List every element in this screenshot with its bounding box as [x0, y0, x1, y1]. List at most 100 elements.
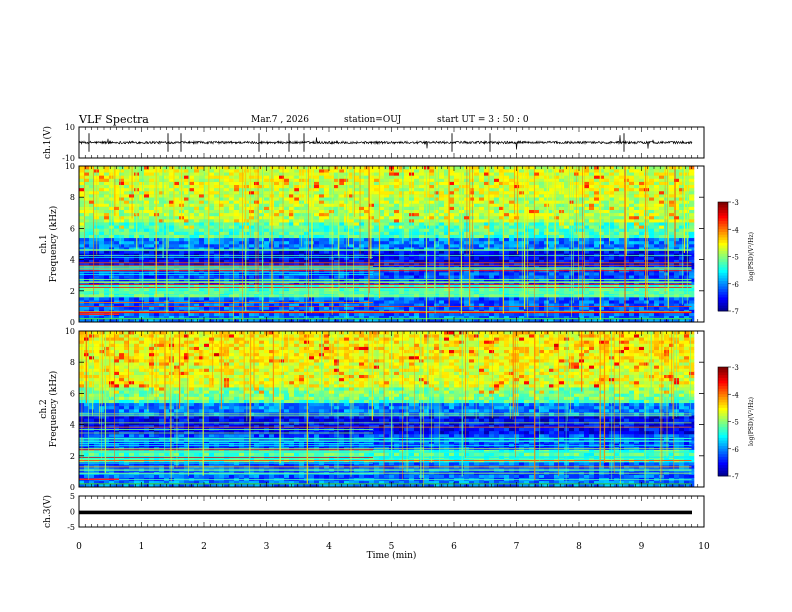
sp1-cell	[489, 275, 495, 279]
sp1-cell	[79, 253, 85, 257]
sp1-cell	[259, 253, 265, 257]
sp1-cell	[559, 290, 565, 295]
sp1-cell	[654, 222, 660, 226]
sp1-cell	[654, 203, 660, 207]
sp1-cell	[89, 281, 95, 285]
sp1-cell	[439, 231, 445, 235]
sp1-cell	[444, 244, 450, 248]
sp1-cell	[659, 244, 665, 248]
sp1-cell	[329, 306, 335, 310]
sp1-cell	[399, 290, 405, 295]
sp1-cell	[124, 312, 130, 317]
sp1-cell	[659, 240, 665, 245]
sp1-cell	[549, 247, 555, 251]
sp1-cell	[254, 206, 260, 210]
sp1-cell	[539, 297, 545, 301]
sp1-cell	[564, 222, 570, 226]
sp1-cell	[219, 240, 225, 245]
sp1-cell	[279, 225, 285, 229]
sp1-cell	[369, 225, 375, 229]
sp1-cell	[594, 312, 600, 317]
sp1-cell	[374, 318, 380, 323]
sp1-cell	[689, 297, 695, 301]
sp1-cell	[379, 200, 385, 204]
sp1-cell	[559, 300, 565, 304]
sp1-cell	[419, 253, 425, 257]
sp1-cell	[369, 219, 375, 223]
sp1-cell	[644, 209, 650, 214]
sp1-cell	[614, 206, 620, 210]
sp1-cell	[404, 219, 410, 223]
sp1-cell	[194, 272, 200, 276]
sp1-cell	[404, 303, 410, 307]
sp1-cell	[559, 237, 565, 242]
sp1-cell	[474, 259, 480, 264]
sp1-cell	[369, 250, 375, 254]
sp1-cell	[369, 318, 375, 323]
sp1-cell	[494, 306, 500, 310]
sp1-cell	[434, 259, 440, 264]
sp1-cell	[289, 200, 295, 204]
sp1-cell	[359, 244, 365, 248]
sp1-cell	[524, 231, 530, 235]
sp1-cell	[554, 303, 560, 307]
sp1-cell	[494, 219, 500, 223]
sp1-cell	[449, 247, 455, 251]
sp1-cell	[354, 247, 360, 251]
sp1-cell	[224, 237, 230, 242]
sp1-cell	[504, 222, 510, 226]
sp1-cell	[104, 222, 110, 226]
sp1-cell	[369, 275, 375, 279]
sp1-cell	[499, 306, 505, 310]
sp1-cell	[149, 234, 155, 239]
sp1-cell	[114, 281, 120, 285]
sp1-cell	[674, 318, 680, 323]
sp1-cell	[304, 256, 310, 260]
sp1-cell	[259, 212, 265, 217]
sp1-cell	[549, 306, 555, 310]
sp1-cell	[574, 212, 580, 217]
sp1-cell	[659, 228, 665, 232]
sp1-cell	[274, 212, 280, 217]
sp1-cell	[354, 259, 360, 264]
sp1-cell	[369, 200, 375, 204]
sp1-cell	[509, 318, 515, 323]
sp1-cell	[94, 318, 100, 323]
sp1-cell	[174, 244, 180, 248]
sp1-cell	[139, 244, 145, 248]
sp1-cell	[119, 312, 125, 317]
sp1-cell	[144, 250, 150, 254]
sp1-cell	[349, 234, 355, 239]
sp1-cell	[644, 225, 650, 229]
sp1-cell	[189, 206, 195, 210]
sp1-cell	[99, 209, 105, 214]
sp1-cell	[519, 200, 525, 204]
sp1-cell	[409, 297, 415, 301]
sp1-cell	[509, 312, 515, 317]
sp1-cell	[144, 215, 150, 220]
sp1-cell	[394, 303, 400, 307]
sp1-cell	[334, 272, 340, 276]
sp1-cell	[249, 297, 255, 301]
sp1-cell	[539, 281, 545, 285]
sp1-cell	[129, 225, 135, 229]
sp1-cell	[419, 262, 425, 267]
sp1-cell	[629, 300, 635, 304]
sp1-cell	[84, 275, 90, 279]
sp1-cell	[539, 250, 545, 254]
sp1-cell	[559, 231, 565, 235]
sp1-cell	[449, 275, 455, 279]
sp1-cell	[294, 253, 300, 257]
sp1-cell	[254, 306, 260, 310]
sp1-cell	[539, 203, 545, 207]
sp1-cell	[519, 244, 525, 248]
sp1-cell	[609, 306, 615, 310]
sp1-cell	[634, 290, 640, 295]
sp1-cell	[434, 272, 440, 276]
sp1-cell	[144, 318, 150, 323]
sp1-cell	[664, 259, 670, 264]
sp1-cell	[644, 259, 650, 264]
sp1-cell	[99, 222, 105, 226]
sp1-cell	[239, 256, 245, 260]
